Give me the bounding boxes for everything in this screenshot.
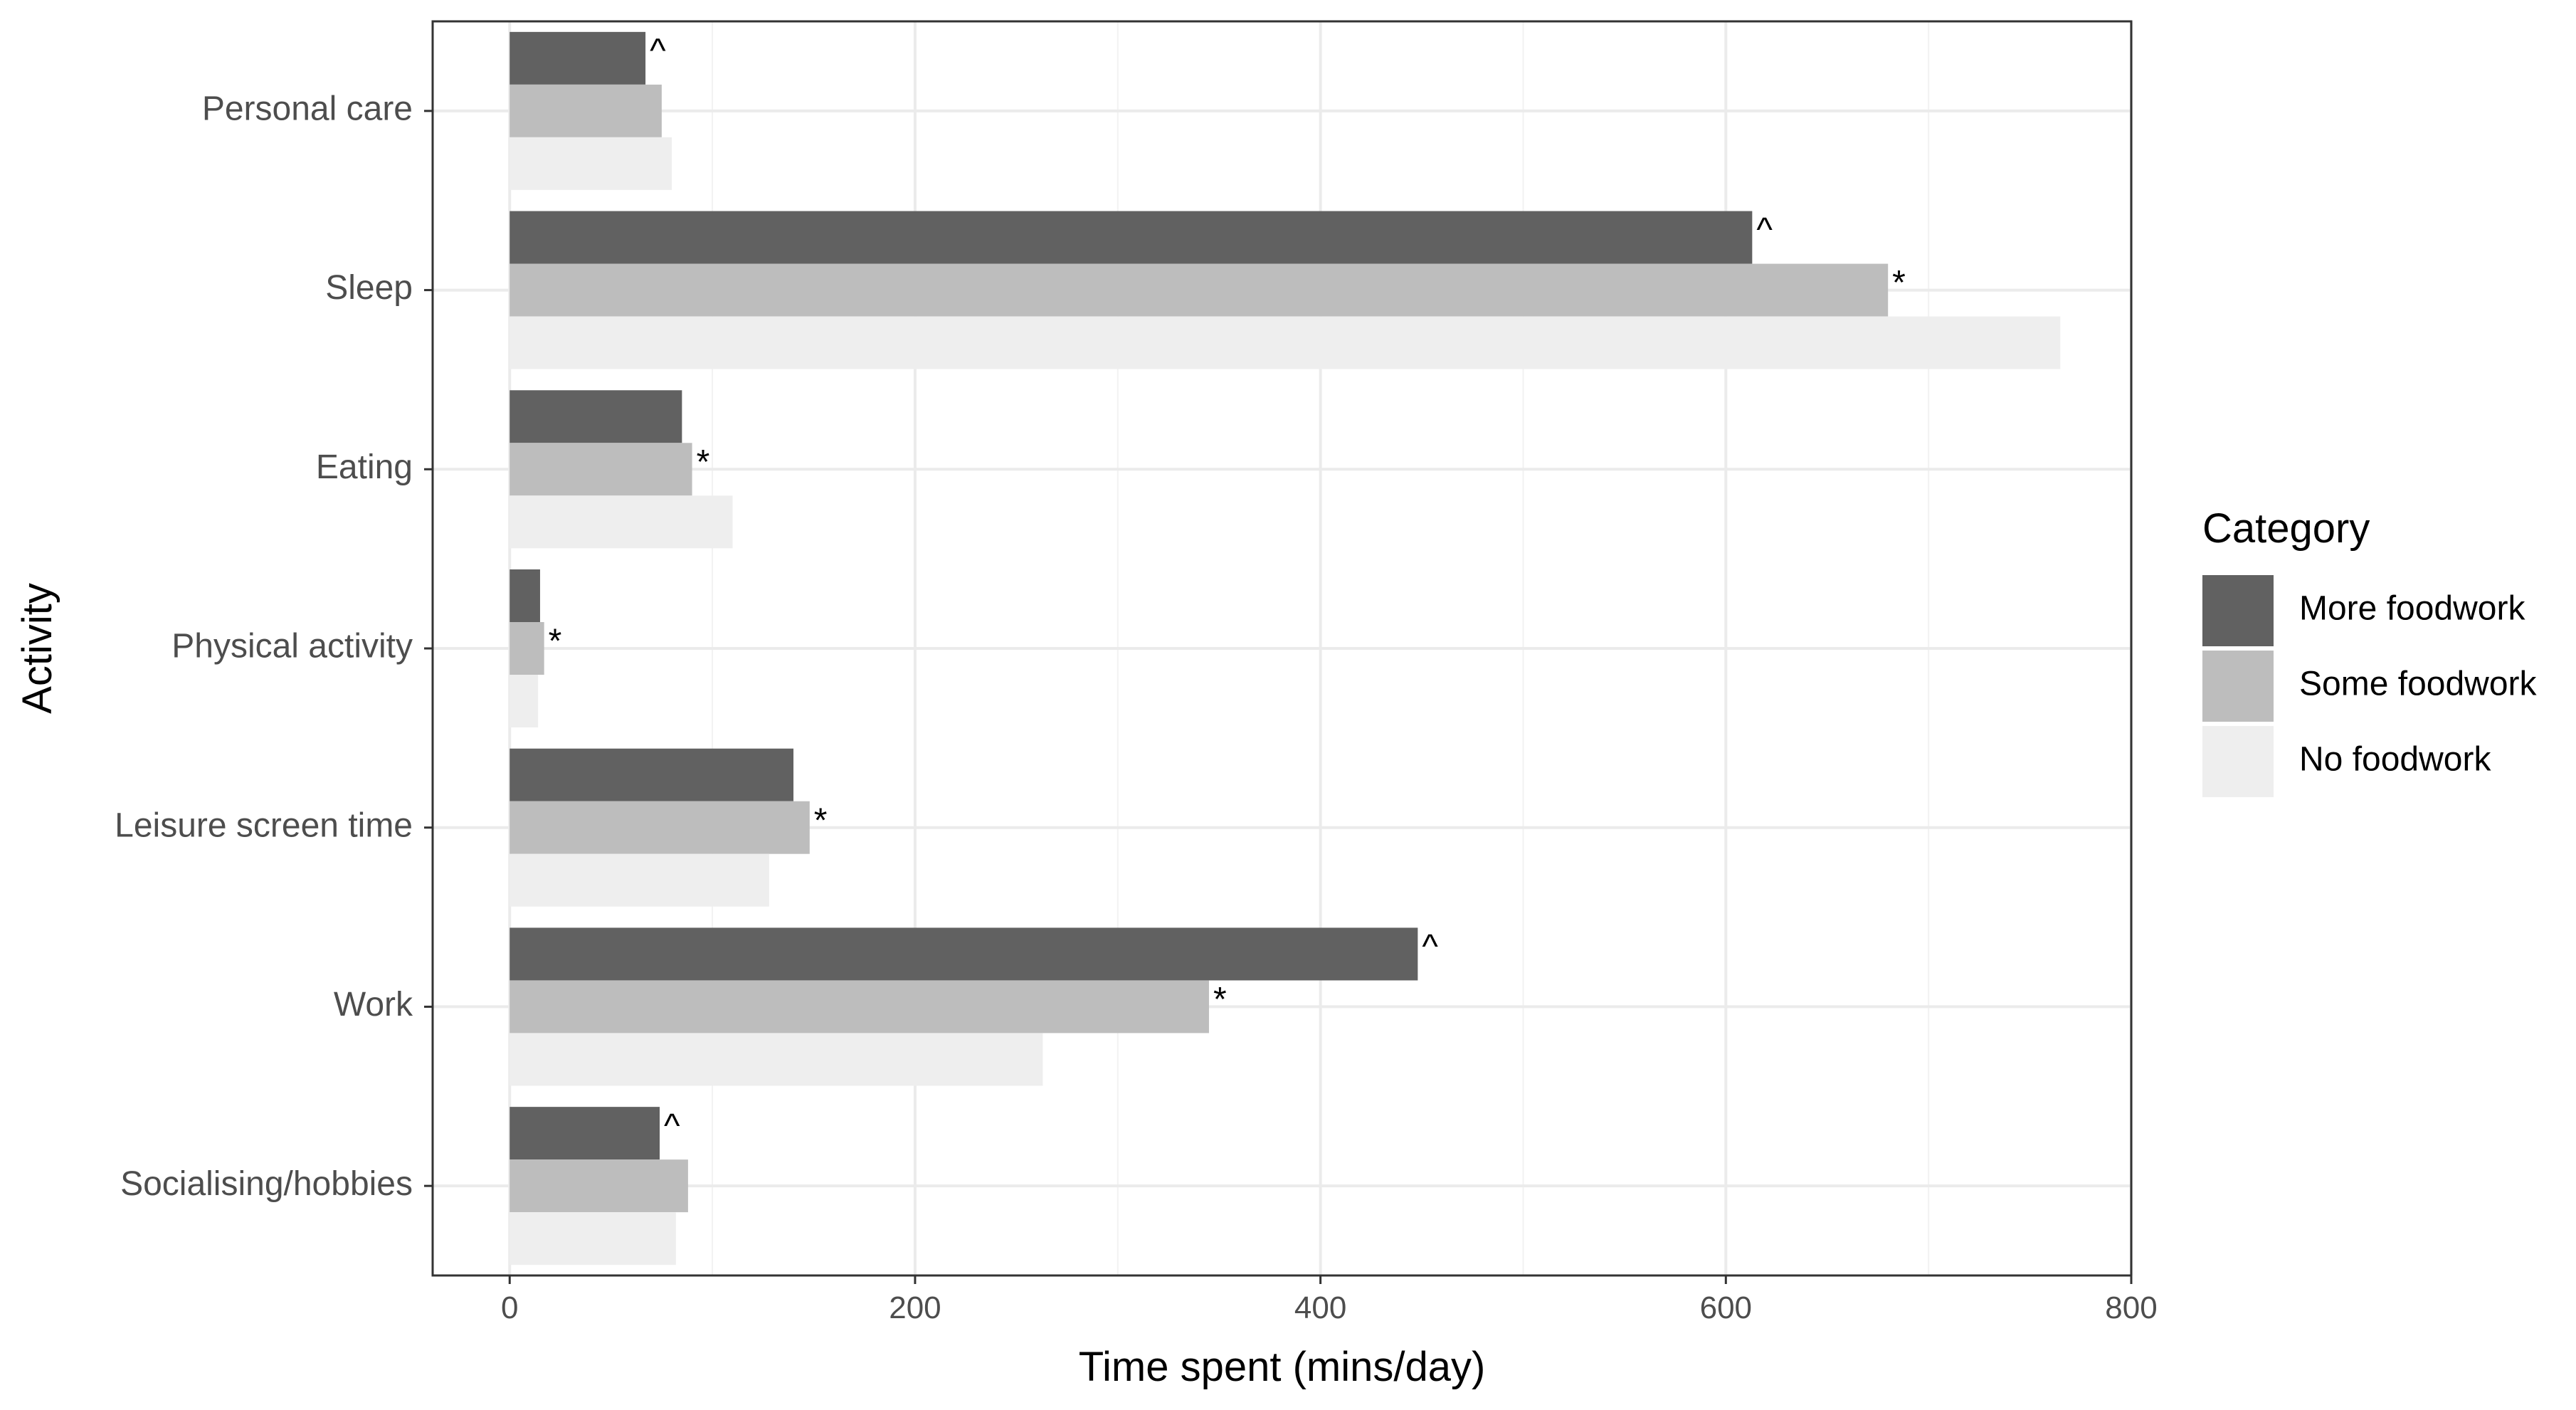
legend-key [2202,575,2274,646]
significance-marker: ^ [1756,211,1773,249]
bar [510,31,646,85]
significance-marker: * [814,801,828,839]
bar [510,675,539,727]
bar [510,622,544,675]
category-label: Socialising/hobbies [120,1165,413,1203]
bars [510,31,2061,1266]
significance-marker: ^ [664,1108,680,1145]
category-label: Leisure screen time [115,806,413,844]
bar [510,569,540,622]
legend-label: More foodwork [2299,590,2525,628]
bar [510,801,810,854]
bar [510,443,692,496]
bar [510,980,1209,1033]
bar [510,316,2061,369]
bar [510,927,1418,981]
category-label: Eating [316,448,413,486]
bar [510,495,733,549]
bar [510,211,1753,264]
x-tick-label: 200 [889,1290,941,1325]
significance-marker: * [549,623,562,661]
category-label: Physical activity [171,628,413,665]
x-tick-label: 600 [1700,1290,1752,1325]
bar [510,1107,660,1160]
x-tick-label: 0 [501,1290,518,1325]
significance-marker: * [697,443,710,481]
bar [510,748,794,801]
legend-key [2202,651,2274,722]
significance-marker: * [1213,981,1227,1019]
x-axis: 0 200 400 600 800 [501,1275,2158,1325]
significance-markers: ^ ^ * * * * ^ * ^ [549,33,1906,1145]
significance-marker: ^ [650,33,666,70]
bar [510,853,769,907]
bar [510,390,682,443]
legend-key [2202,726,2274,797]
bar [510,1159,688,1213]
legend: Category More foodwork Some foodwork No fo… [2202,505,2537,797]
category-label: Work [334,986,413,1024]
legend-title: Category [2202,505,2370,552]
bar [510,1212,676,1266]
significance-marker: * [1892,264,1906,302]
y-axis-title: Activity [14,583,60,714]
category-label: Personal care [202,90,413,128]
bar [510,1033,1043,1086]
category-label: Sleep [325,269,413,307]
x-axis-title: Time spent (mins/day) [1079,1344,1486,1390]
bar [510,84,662,137]
bar [510,137,672,190]
bar [510,263,1889,317]
y-axis: Personal care Sleep Eating Physical activit… [115,90,433,1203]
legend-label: No foodwork [2299,741,2491,779]
x-tick-label: 400 [1294,1290,1346,1325]
x-tick-label: 800 [2105,1290,2157,1325]
legend-label: Some foodwork [2299,665,2537,703]
significance-marker: ^ [1422,928,1438,966]
